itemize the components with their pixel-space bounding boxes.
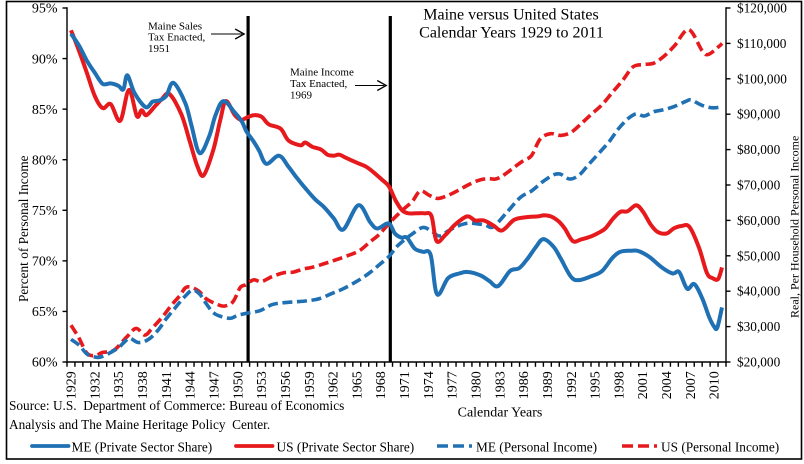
svg-text:1992: 1992: [565, 371, 580, 399]
svg-text:$100,000: $100,000: [737, 71, 787, 86]
svg-text:Calendar Years: Calendar Years: [458, 405, 543, 420]
svg-text:Tax Enacted,: Tax Enacted,: [290, 78, 348, 90]
svg-text:ME (Private Sector Share): ME (Private Sector Share): [72, 439, 213, 454]
svg-text:Tax Enacted,: Tax Enacted,: [148, 32, 206, 44]
svg-text:1941: 1941: [160, 371, 175, 399]
svg-text:Calendar Years 1929 to 2011: Calendar Years 1929 to 2011: [419, 25, 604, 42]
svg-text:1951: 1951: [148, 43, 170, 55]
svg-text:2001: 2001: [636, 371, 651, 399]
svg-text:1995: 1995: [589, 371, 604, 399]
svg-text:$40,000: $40,000: [737, 284, 781, 299]
svg-text:1989: 1989: [541, 371, 556, 399]
svg-text:1956: 1956: [279, 371, 294, 399]
svg-text:1998: 1998: [612, 371, 627, 399]
svg-text:80%: 80%: [32, 153, 58, 168]
svg-text:$30,000: $30,000: [737, 319, 781, 334]
svg-text:1968: 1968: [374, 371, 389, 399]
svg-text:ME (Personal Income): ME (Personal Income): [476, 439, 597, 454]
svg-text:$70,000: $70,000: [737, 178, 781, 193]
svg-text:1962: 1962: [327, 371, 342, 399]
svg-text:1983: 1983: [493, 371, 508, 399]
svg-text:$20,000: $20,000: [737, 355, 781, 370]
svg-text:2007: 2007: [684, 371, 699, 399]
svg-text:$80,000: $80,000: [737, 142, 781, 157]
svg-text:1965: 1965: [350, 371, 365, 399]
svg-text:85%: 85%: [32, 103, 58, 118]
svg-text:1935: 1935: [112, 371, 127, 399]
svg-text:Maine versus United States: Maine versus United States: [423, 7, 599, 24]
svg-text:Source: U.S. Department of Co: Source: U.S. Department of Commerce: Bur…: [9, 398, 344, 413]
svg-text:1971: 1971: [398, 371, 413, 399]
svg-text:1950: 1950: [231, 371, 246, 399]
svg-text:1974: 1974: [422, 371, 437, 399]
svg-text:70%: 70%: [32, 255, 58, 270]
svg-text:Percent of Personal Income: Percent of Personal Income: [16, 155, 31, 302]
svg-text:$120,000: $120,000: [737, 1, 787, 16]
svg-text:$50,000: $50,000: [737, 248, 781, 263]
svg-text:2004: 2004: [660, 371, 675, 399]
svg-text:60%: 60%: [32, 356, 58, 371]
svg-text:1980: 1980: [470, 371, 485, 399]
svg-text:1938: 1938: [136, 371, 151, 399]
svg-text:$110,000: $110,000: [737, 36, 787, 51]
svg-text:$60,000: $60,000: [737, 213, 781, 228]
svg-text:1986: 1986: [517, 371, 532, 399]
svg-text:US (Personal Income): US (Personal Income): [661, 439, 779, 454]
svg-text:75%: 75%: [32, 204, 58, 219]
svg-text:$90,000: $90,000: [737, 107, 781, 122]
svg-text:Maine Sales: Maine Sales: [148, 20, 202, 32]
svg-text:1932: 1932: [88, 371, 103, 399]
svg-text:1969: 1969: [290, 89, 313, 101]
svg-text:1977: 1977: [446, 371, 461, 399]
svg-text:Real, Per Household Personal I: Real, Per Household Personal Income: [787, 136, 801, 318]
svg-text:1929: 1929: [65, 371, 80, 399]
svg-text:1947: 1947: [208, 371, 223, 399]
svg-text:1953: 1953: [255, 371, 270, 399]
svg-text:2010: 2010: [708, 371, 723, 399]
svg-text:1959: 1959: [303, 371, 318, 399]
svg-text:65%: 65%: [32, 305, 58, 320]
svg-text:Maine Income: Maine Income: [290, 67, 354, 79]
svg-text:90%: 90%: [32, 52, 58, 67]
svg-text:US (Private Sector Share): US (Private Sector Share): [277, 439, 415, 454]
svg-text:1944: 1944: [184, 371, 199, 399]
svg-text:Analysis and The Maine Heritag: Analysis and The Maine Heritage Policy C…: [9, 417, 270, 432]
svg-text:95%: 95%: [32, 2, 58, 17]
